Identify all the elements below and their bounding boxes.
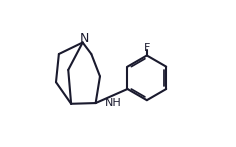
Text: NH: NH (105, 98, 121, 108)
Text: N: N (80, 32, 89, 45)
Text: F: F (144, 42, 150, 52)
